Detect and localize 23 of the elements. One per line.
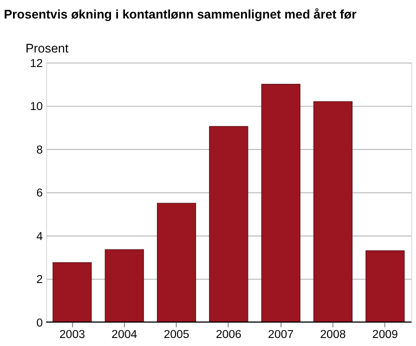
y-tick-label: 8 [36,144,43,156]
x-tick-label: 2004 [112,328,138,341]
x-tick-label: 2008 [320,328,346,341]
bar [104,249,144,322]
bar [313,101,352,322]
y-tick-label: 12 [30,58,43,70]
bar [209,126,248,322]
y-axis-title: Prosent [25,42,69,56]
y-tick-label: 2 [36,274,43,286]
y-tick-label: 6 [36,188,43,200]
y-tick-label: 4 [36,230,44,243]
bar [156,202,196,322]
bar [366,250,405,322]
x-tick-label: 2009 [372,328,398,341]
x-tick-label: 2005 [164,328,190,341]
x-tick-label: 2007 [268,328,294,341]
y-tick-label: 0 [36,317,43,330]
x-tick-label: 2003 [59,328,86,341]
bar [261,84,300,322]
x-tick-label: 2006 [216,328,242,341]
bar [52,262,92,322]
chart-title: Prosentvis økning i kontantlønn sammenlignet med året før [4,7,357,22]
y-tick-label: 10 [30,101,43,114]
